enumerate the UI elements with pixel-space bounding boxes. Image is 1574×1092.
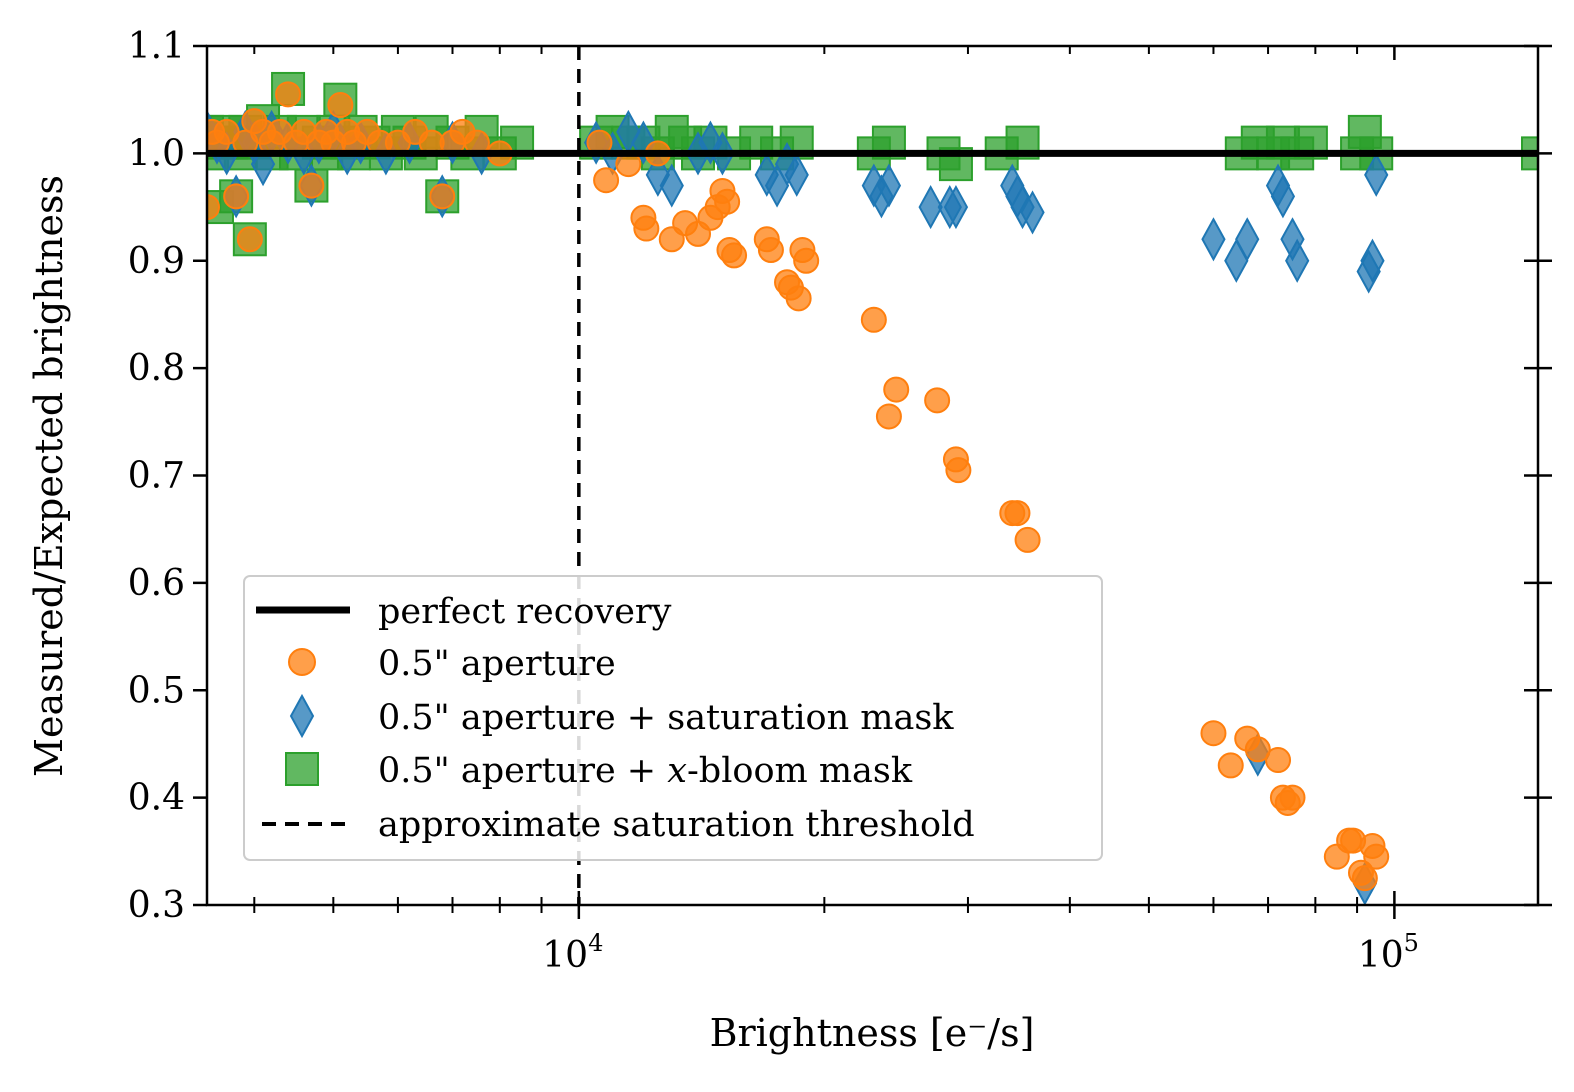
legend-entry-perfect-recovery: perfect recovery [378, 592, 672, 632]
x-tick-labels: 104 105 [542, 929, 1419, 976]
aperture-circle-point [1200, 720, 1227, 747]
saturation-diamond-point [659, 163, 684, 208]
aperture-circle-point [207, 194, 220, 221]
aperture-circle-point [1217, 752, 1244, 779]
aperture-circle-point [924, 387, 951, 414]
aperture-circle-point [429, 183, 456, 210]
saturation-diamond-point [1360, 238, 1385, 283]
saturation-diamond-point [1270, 174, 1296, 219]
aperture-circle-point [1363, 843, 1390, 870]
x-tick-label: 104 [542, 929, 603, 976]
saturation-diamond-point [784, 152, 809, 197]
y-tick-label: 0.4 [128, 778, 185, 819]
aperture-circle-point [236, 226, 263, 253]
aperture-circle-point [1014, 526, 1041, 553]
x-axis-label: Brightness [e⁻/s] [710, 1011, 1035, 1055]
legend-circle-swatch [288, 648, 316, 676]
saturation-diamond-point [1201, 217, 1226, 262]
legend-square-swatch [285, 752, 319, 786]
aperture-circle-point [875, 403, 902, 430]
y-tick-label: 0.5 [128, 670, 185, 711]
aperture-circle-point [714, 188, 741, 215]
aperture-circle-point [327, 92, 354, 119]
x-tick-label: 105 [1358, 929, 1419, 976]
legend-entry-saturation-mask: 0.5" aperture + saturation mask [378, 698, 954, 738]
aperture-circle-point [633, 215, 660, 242]
aperture-circle-point [785, 285, 812, 312]
aperture-circle-point [593, 167, 620, 194]
y-tick-label: 0.7 [128, 456, 185, 497]
legend-entry-xbloom-mask: 0.5" aperture + x-bloom mask [378, 751, 913, 791]
saturation-diamond-point [1020, 190, 1045, 235]
saturation-diamond-point [918, 184, 943, 230]
legend-entry-saturation-threshold: approximate saturation threshold [378, 805, 975, 845]
y-tick-label: 1.1 [128, 26, 185, 67]
aperture-circle-point [275, 81, 302, 108]
axis-ticks [193, 44, 1552, 919]
aperture-circle-point [1265, 747, 1292, 774]
y-tick-label: 1.0 [128, 133, 185, 174]
legend: perfect recovery 0.5" aperture 0.5" aper… [243, 575, 1103, 861]
y-tick-label: 0.3 [128, 885, 185, 926]
aperture-circle-point [883, 376, 910, 403]
y-tick-label: 0.8 [128, 348, 185, 389]
saturation-diamond-point [1285, 238, 1310, 283]
aperture-circle-point [793, 247, 820, 274]
y-tick-label: 0.9 [128, 241, 185, 282]
saturation-diamond-point [1364, 152, 1389, 197]
legend-entry-aperture: 0.5" aperture [378, 644, 616, 684]
aperture-circle-point [860, 306, 887, 333]
aperture-circle-point [223, 183, 250, 210]
y-axis-label: Measured/Expected brightness [27, 175, 71, 777]
aperture-circle-point [1004, 500, 1031, 527]
legend-diamond-swatch [289, 693, 315, 739]
aperture-circle-point [1351, 865, 1378, 892]
aperture-circle-point [757, 237, 784, 264]
aperture-circle-point [298, 172, 325, 199]
aperture-circle-point [721, 242, 748, 269]
y-tick-labels: 0.3 0.4 0.5 0.6 0.7 0.8 0.9 1.0 1.1 [128, 26, 185, 926]
y-tick-label: 0.6 [128, 563, 185, 604]
legend-frame [243, 575, 1103, 861]
saturation-diamond-point [876, 163, 902, 208]
aperture-circle-point [1244, 736, 1271, 763]
aperture-circle-point [1279, 784, 1306, 811]
aperture-circle-point [945, 457, 972, 484]
saturation-diamond-point [1235, 217, 1260, 262]
saturation-diamond-point [943, 184, 969, 230]
